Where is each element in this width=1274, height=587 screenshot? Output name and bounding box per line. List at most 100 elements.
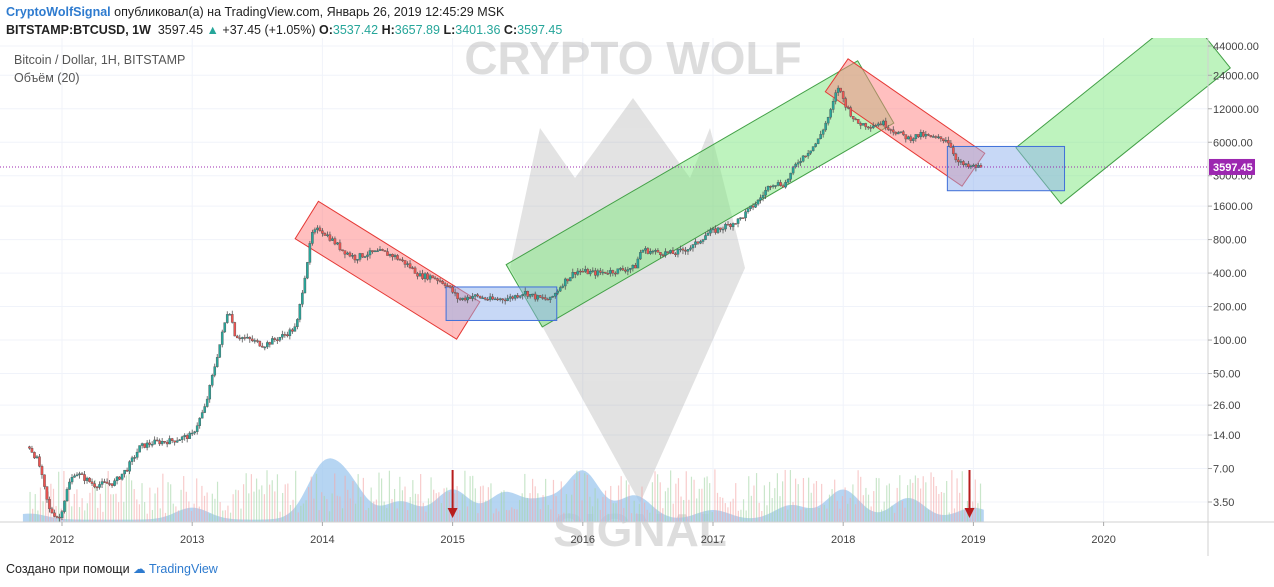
candle-body	[488, 296, 492, 300]
volume-bar	[464, 470, 466, 522]
volume-bar	[438, 492, 440, 522]
candle-body	[786, 179, 790, 183]
candle-body	[441, 280, 444, 284]
price-tick-label: 1600.00	[1213, 201, 1253, 213]
candle-body	[669, 250, 672, 253]
candle-body	[135, 451, 139, 458]
candle-body	[205, 398, 209, 407]
time-axis[interactable]: 2012 2013 2014 2015 2016 2017 2018 2019 2020	[50, 522, 1116, 546]
candle-body	[461, 297, 464, 300]
volume-bar	[490, 483, 492, 522]
candle-body	[123, 469, 126, 475]
price-tick-label: 100.00	[1213, 335, 1247, 347]
candle-body	[333, 238, 337, 245]
candle-body	[571, 272, 575, 278]
candle-body	[401, 259, 404, 262]
volume-bar	[800, 509, 802, 522]
price-chart[interactable]: CRYPTO WOLF SIGNAL 44000.0024000.0012000…	[0, 38, 1274, 556]
candle-body	[351, 255, 354, 257]
candle-body	[140, 443, 144, 446]
volume-bar	[310, 476, 312, 522]
volume-bar	[847, 503, 849, 522]
candle-body	[711, 228, 715, 231]
drawings-layer	[294, 38, 1232, 340]
candle-body	[854, 118, 858, 121]
candle-body	[65, 489, 69, 502]
candle-body	[726, 224, 730, 226]
volume-bar	[146, 513, 148, 522]
candle-body	[93, 483, 96, 488]
volume-bar	[136, 499, 138, 522]
volume-bar	[675, 483, 677, 522]
candle-body	[621, 268, 625, 271]
volume-bar	[935, 485, 937, 522]
volume-bar	[378, 472, 380, 522]
volume-bar	[862, 495, 864, 522]
candle-body	[188, 432, 191, 439]
candle-body	[363, 256, 367, 258]
volume-bar	[164, 512, 167, 522]
candle-body	[103, 481, 106, 483]
candle-body	[261, 345, 264, 348]
candle-body	[644, 248, 647, 251]
volume-bar	[815, 481, 818, 522]
candle-body	[108, 483, 111, 485]
candle-body	[641, 249, 645, 253]
tradingview-logo-icon[interactable]: ☁	[133, 562, 146, 576]
candle-body	[972, 164, 975, 167]
volume-bar	[836, 500, 838, 522]
time-tick-label: 2019	[961, 534, 985, 546]
candle-body	[178, 439, 181, 441]
candle-body	[393, 255, 397, 258]
candle-body	[719, 227, 722, 230]
candle-body	[145, 442, 149, 448]
volume-bar	[508, 510, 510, 522]
volume-bar	[456, 486, 458, 522]
volume-bar	[623, 507, 625, 522]
author-name[interactable]: CryptoWolfSignal	[6, 5, 111, 19]
candle-body	[113, 480, 116, 486]
candle-body	[486, 298, 489, 301]
candle-body	[301, 292, 304, 305]
candle-body	[225, 314, 229, 323]
volume-bar	[401, 490, 404, 522]
candle-body	[235, 335, 239, 339]
candle-body	[436, 278, 439, 281]
price-tick-label: 14.00	[1213, 430, 1241, 442]
candle-body	[594, 270, 597, 276]
candle-body	[914, 134, 918, 139]
volume-bar	[610, 485, 612, 522]
candle-body	[210, 375, 214, 386]
tradingview-link[interactable]: TradingView	[149, 562, 218, 576]
volume-bar	[177, 510, 180, 522]
volume-bar	[276, 474, 279, 522]
volume-bar	[250, 474, 252, 522]
volume-bar	[643, 502, 646, 522]
volume-bar	[909, 479, 911, 522]
volume-bar	[461, 494, 463, 522]
candle-body	[230, 314, 234, 323]
volume-bar	[159, 508, 161, 522]
volume-bar	[865, 487, 867, 522]
candle-body	[563, 278, 567, 287]
open-value: 3537.42	[332, 23, 379, 37]
candle-body	[273, 338, 277, 340]
price-axis[interactable]: 44000.0024000.0012000.006000.003000.0016…	[1208, 41, 1259, 509]
volume-bar	[451, 513, 453, 522]
candle-body	[250, 338, 254, 342]
candle-body	[428, 275, 432, 280]
candle-body	[894, 131, 898, 135]
volume-bar	[875, 477, 877, 522]
candle-body	[689, 247, 692, 250]
candle-body	[98, 484, 101, 488]
volume-bar	[659, 482, 661, 522]
candle-body	[271, 338, 274, 345]
volume-bar	[539, 509, 542, 522]
volume-bar	[526, 497, 529, 522]
volume-bar	[930, 472, 932, 522]
volume-bar	[357, 474, 359, 522]
candle-body	[85, 477, 89, 481]
candle-body	[381, 249, 384, 251]
candle-body	[814, 143, 817, 147]
volume-bar	[37, 510, 39, 522]
